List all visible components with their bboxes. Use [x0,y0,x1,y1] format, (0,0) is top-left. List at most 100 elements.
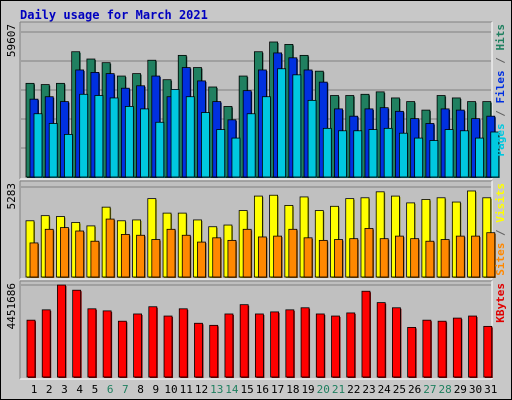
bar-pages-day-21-face [338,130,347,178]
series-legend-bottom: KBytes [494,283,507,323]
legend-top-1: / [494,104,507,124]
bar-kbytes-day-26-face [407,327,417,378]
bar-sites-day-13 [212,237,222,278]
x-tick-day-6: 6 [107,383,114,396]
bar-pages-day-2 [48,123,59,178]
bar-sites-day-26 [410,238,420,278]
bar-kbytes-day-8 [133,313,143,378]
bar-sites-day-1-face [29,242,39,278]
bar-sites-day-23-face [364,228,374,278]
bar-pages-day-9-face [155,121,165,178]
bar-pages-day-5 [94,95,104,178]
bar-sites-day-12-face [197,241,206,278]
bar-sites-day-22-face [349,238,359,278]
bar-pages-day-19 [307,99,318,178]
bar-kbytes-day-8-face [133,313,142,378]
bar-pages-day-24-face [383,127,393,178]
bar-sites-day-20-face [318,239,328,278]
x-tick-day-13: 13 [210,383,223,396]
bar-sites-day-9 [151,239,161,278]
bar-kbytes-day-17-face [270,311,280,378]
bar-kbytes-day-21 [331,315,341,378]
bar-kbytes-day-12 [194,322,204,378]
bar-pages-day-19-face [307,99,317,178]
bar-kbytes-day-24 [376,302,387,378]
bar-sites-day-28-face [440,239,450,278]
bar-kbytes-day-22-face [346,312,356,378]
bar-sites-day-11-face [181,234,191,278]
bar-kbytes-day-7-face [117,320,127,378]
bar-pages-day-30 [475,137,485,178]
bar-kbytes-day-24-face [376,302,386,378]
x-tick-day-7: 7 [122,383,129,396]
bar-kbytes-day-9-face [148,306,158,378]
bar-kbytes-day-30-face [468,315,477,378]
bar-sites-day-30-face [471,235,480,278]
x-tick-day-3: 3 [61,383,68,396]
bar-pages-day-14 [231,137,241,178]
bar-kbytes-day-1 [26,319,36,378]
bar-pages-day-28 [444,129,455,178]
bar-sites-day-14-face [227,239,237,278]
x-tick-day-14: 14 [225,383,239,396]
bar-sites-day-19-face [303,237,313,278]
bar-sites-day-15-face [242,228,252,278]
bar-sites-day-4-face [75,230,85,278]
series-legend-middle: Sites / Visits [494,183,507,276]
bar-sites-day-14 [227,239,237,278]
bar-pages-day-29-face [459,130,469,178]
bar-kbytes-day-7 [117,320,128,378]
bar-pages-day-7 [124,106,135,178]
bar-pages-day-22-face [353,130,363,178]
bar-kbytes-day-15-face [239,304,249,378]
x-tick-day-25: 25 [393,383,406,396]
bar-sites-day-4 [75,230,85,278]
x-tick-day-29: 29 [454,383,467,396]
bar-pages-day-4-face [79,93,89,178]
bar-sites-day-21-face [334,239,343,278]
bar-sites-day-10 [166,228,177,278]
bar-kbytes-day-31 [483,325,493,378]
bar-kbytes-day-12-face [194,322,203,378]
bar-kbytes-day-30 [468,315,478,378]
bar-kbytes-day-20 [315,313,326,378]
legend-middle-0: Sites [494,243,507,276]
x-tick-day-28: 28 [438,383,451,396]
bar-kbytes-day-26 [407,327,417,378]
bar-pages-day-26-face [414,137,424,178]
bar-pages-day-23-face [368,129,378,178]
bar-pages-day-3 [64,134,74,178]
bar-pages-day-27 [429,140,439,178]
x-tick-day-18: 18 [286,383,299,396]
bar-pages-day-21 [338,130,348,178]
bar-kbytes-day-17 [270,311,280,378]
bar-pages-day-13 [216,129,226,178]
bar-sites-day-2-face [44,228,54,278]
bar-kbytes-day-14 [224,313,234,378]
bar-sites-day-10-face [166,228,176,278]
bar-sites-day-2 [44,228,55,278]
bar-sites-day-5 [90,240,100,278]
bar-sites-day-16 [257,236,268,278]
bar-kbytes-day-18-face [285,309,295,378]
x-tick-day-17: 17 [271,383,284,396]
bar-sites-day-3-face [60,227,69,278]
bar-pages-day-24 [383,127,394,178]
x-tick-day-23: 23 [362,383,375,396]
bar-sites-day-31-face [486,232,496,278]
bar-pages-day-23 [368,129,378,178]
bar-sites-day-29 [455,235,466,278]
bar-sites-day-5-face [90,240,100,278]
bar-sites-day-23 [364,228,374,278]
bar-sites-day-28 [440,239,451,278]
bar-pages-day-26 [414,137,424,178]
bar-sites-day-8-face [136,234,145,278]
bar-kbytes-day-23 [361,290,371,378]
bar-sites-day-22 [349,238,359,278]
bar-kbytes-day-18 [285,309,295,378]
bar-pages-day-16 [261,96,272,178]
bar-kbytes-day-28 [437,320,448,378]
bar-pages-day-10 [170,89,181,178]
